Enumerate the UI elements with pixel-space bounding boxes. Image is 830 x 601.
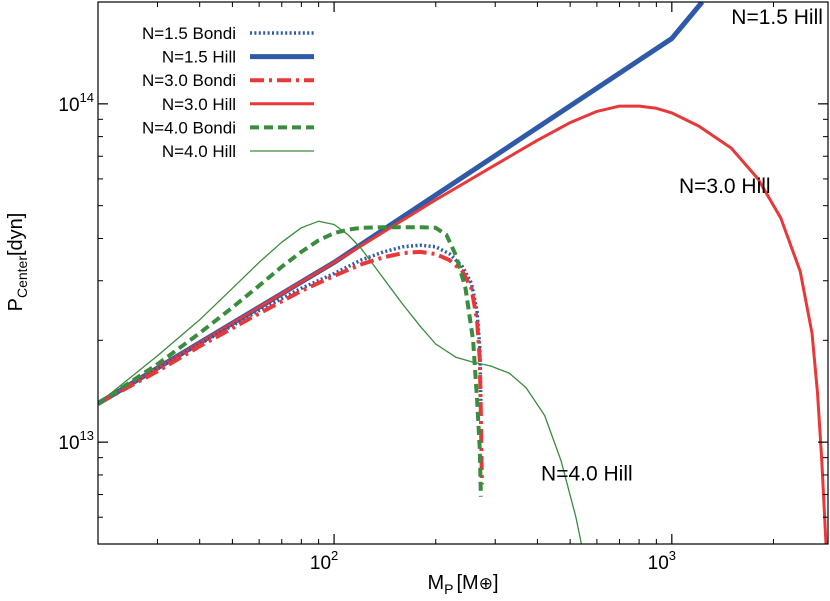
legend-label-n-4-0-bondi: N=4.0 Bondi — [142, 118, 236, 137]
legend-label-n-3-0-bondi: N=3.0 Bondi — [142, 71, 236, 90]
series-n-4-0-hill-line — [98, 220, 583, 544]
series-n-3-0-bondi-line — [98, 249, 484, 485]
curve-annotations: N=1.5 Hill N=3.0 Hill N=4.0 Hill — [541, 6, 823, 485]
annotation-n-4-0-hill: N=4.0 Hill — [541, 463, 633, 486]
series-n-3-0-hill-line — [98, 104, 828, 544]
series-n-1-5-bondi-line — [98, 243, 483, 406]
legend-label-n-4-0-hill: N=4.0 Hill — [162, 142, 236, 161]
x-axis-label: MP [M⊕] — [427, 572, 498, 597]
axis-labels: MP [M⊕] PCenter[dyn] — [5, 213, 499, 597]
x-tick-label: 102 — [310, 548, 338, 574]
annotation-n-1-5-hill: N=1.5 Hill — [731, 6, 823, 29]
series-n-4-0-bondi-line — [98, 225, 483, 497]
y-tick-label: 1014 — [58, 90, 94, 116]
plot-curves — [98, 2, 828, 544]
legend-label-n-3-0-hill: N=3.0 Hill — [162, 95, 236, 114]
x-tick-label: 103 — [648, 548, 676, 574]
annotation-n-3-0-hill: N=3.0 Hill — [679, 175, 771, 198]
y-axis-label: PCenter[dyn] — [5, 213, 30, 312]
axis-ticks: 102 103 1013 1014 — [58, 2, 828, 574]
legend-label-n-1-5-bondi: N=1.5 Bondi — [142, 24, 236, 43]
legend-label-n-1-5-hill: N=1.5 Hill — [162, 48, 236, 67]
plot-frame — [97, 1, 829, 545]
y-tick-label: 1013 — [58, 428, 94, 454]
legend: N=1.5 Bondi N=1.5 Hill N=3.0 Bondi N=3.0 Hi… — [142, 24, 314, 161]
